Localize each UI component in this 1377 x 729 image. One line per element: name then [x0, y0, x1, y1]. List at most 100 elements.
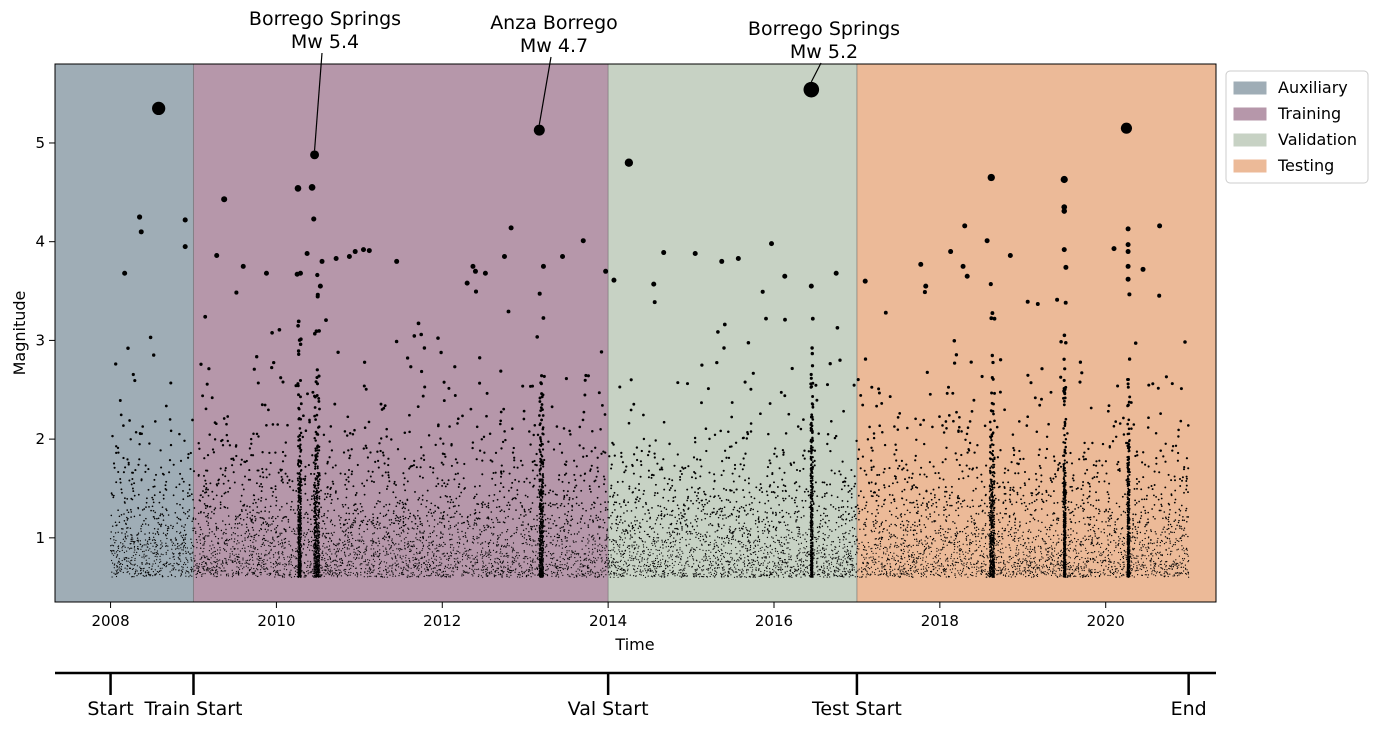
seismicity-point: [926, 505, 928, 508]
seismicity-point: [779, 568, 781, 570]
seismicity-point: [769, 545, 771, 547]
seismicity-point: [659, 564, 662, 566]
seismicity-point: [667, 555, 669, 557]
seismicity-point: [546, 535, 548, 537]
seismicity-point: [1117, 562, 1119, 564]
seismicity-point: [150, 574, 152, 576]
seismicity-point: [877, 387, 881, 391]
seismicity-point: [806, 560, 808, 562]
seismicity-point: [571, 573, 573, 575]
seismicity-point: [284, 547, 286, 549]
seismicity-point: [376, 555, 378, 557]
seismicity-point: [1016, 491, 1019, 494]
seismicity-point: [1057, 557, 1059, 559]
seismicity-point: [276, 559, 278, 561]
seismicity-point: [695, 458, 699, 461]
seismicity-point: [351, 534, 353, 536]
seismicity-point: [943, 546, 945, 549]
seismicity-point: [1019, 565, 1021, 568]
seismicity-point: [639, 555, 641, 558]
seismicity-point: [480, 551, 483, 553]
seismicity-point: [581, 548, 583, 550]
seismicity-point: [417, 525, 419, 528]
seismicity-point: [851, 526, 854, 529]
seismicity-point: [445, 573, 447, 575]
seismicity-point: [512, 547, 514, 549]
seismicity-point: [735, 568, 737, 570]
seismicity-point: [1029, 520, 1031, 523]
seismicity-point: [960, 575, 963, 577]
seismicity-point: [803, 515, 805, 517]
seismicity-point: [1059, 565, 1061, 567]
seismicity-point: [431, 544, 434, 546]
seismicity-point: [911, 555, 913, 557]
seismicity-point: [758, 569, 760, 572]
seismicity-point: [697, 487, 700, 490]
seismicity-point: [747, 569, 749, 571]
seismicity-point: [847, 553, 849, 556]
seismicity-point: [818, 545, 820, 547]
seismicity-point: [1174, 572, 1176, 574]
seismicity-point: [638, 483, 640, 485]
seismicity-point: [544, 513, 546, 516]
seismicity-point: [561, 572, 563, 574]
seismicity-point: [525, 575, 527, 578]
seismicity-point: [485, 391, 489, 395]
seismicity-point: [200, 558, 202, 560]
seismicity-point: [407, 532, 409, 534]
seismicity-point: [270, 542, 273, 545]
seismicity-point: [733, 559, 736, 562]
seismicity-point: [1123, 561, 1125, 563]
seismicity-point: [1185, 533, 1187, 536]
seismicity-point: [494, 570, 497, 572]
seismicity-point: [900, 516, 903, 518]
seismicity-point: [906, 526, 909, 529]
seismicity-point: [865, 569, 867, 571]
seismicity-point: [653, 456, 656, 459]
seismicity-point: [517, 557, 519, 559]
seismicity-point: [1007, 568, 1009, 571]
seismicity-point: [373, 506, 376, 508]
seismicity-point: [503, 571, 505, 573]
seismicity-point: [713, 543, 715, 545]
seismicity-point: [431, 551, 433, 553]
seismicity-point: [616, 569, 618, 572]
seismicity-point: [654, 566, 656, 568]
seismicity-point: [251, 571, 253, 573]
seismicity-point: [601, 546, 604, 549]
seismicity-point: [584, 472, 587, 475]
seismicity-point: [1003, 563, 1005, 565]
seismicity-point: [1022, 570, 1024, 572]
seismicity-point: [196, 547, 198, 549]
seismicity-point: [925, 535, 927, 537]
seismicity-point: [842, 519, 844, 521]
seismicity-point: [1014, 521, 1016, 523]
seismicity-point: [530, 572, 532, 575]
seismicity-point: [418, 576, 420, 578]
seismicity-point: [862, 549, 865, 551]
seismicity-point: [151, 505, 154, 508]
seismicity-point: [450, 551, 452, 553]
seismicity-point: [338, 515, 340, 517]
seismicity-point: [378, 491, 381, 494]
seismicity-point: [855, 439, 858, 443]
seismicity-point: [640, 565, 642, 568]
seismicity-point: [331, 498, 333, 501]
seismicity-point: [922, 568, 925, 570]
seismicity-point: [1090, 573, 1092, 575]
seismicity-point: [932, 573, 934, 576]
seismicity-point: [1059, 340, 1063, 344]
seismicity-point: [471, 564, 473, 567]
seismicity-point: [124, 533, 126, 535]
seismicity-point: [913, 506, 916, 509]
seismicity-point: [733, 491, 735, 494]
seismicity-point: [453, 558, 455, 560]
seismicity-point: [859, 576, 861, 578]
seismicity-point: [564, 535, 566, 538]
seismicity-point: [1174, 479, 1176, 482]
seismicity-point: [679, 561, 681, 564]
seismicity-point: [326, 554, 328, 556]
seismicity-point: [1030, 550, 1033, 553]
seismicity-point: [565, 545, 568, 548]
seismicity-point: [215, 483, 218, 486]
